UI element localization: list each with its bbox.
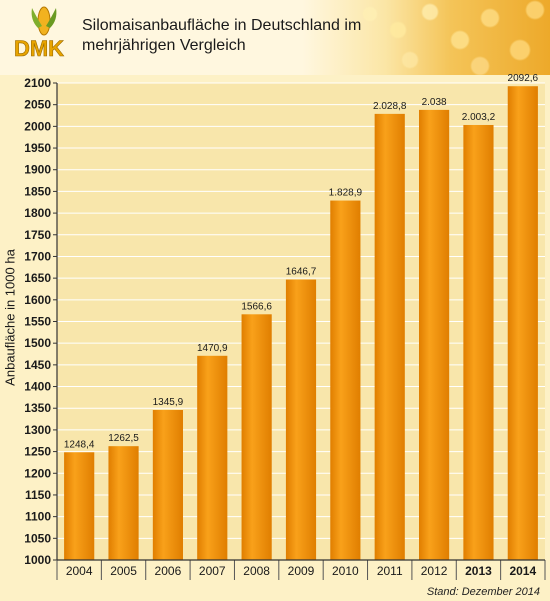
- y-tick-label: 1250: [24, 445, 51, 459]
- y-tick-label: 2100: [24, 76, 51, 90]
- data-label: 1470,9: [197, 343, 228, 354]
- data-label: 2.003,2: [462, 112, 496, 123]
- chart-title: Silomaisanbaufläche in Deutschland im me…: [82, 16, 382, 56]
- y-tick-label: 1500: [24, 336, 51, 350]
- data-label: 1248,4: [64, 439, 95, 450]
- x-tick-label: 2005: [110, 564, 137, 578]
- x-tick-label: 2010: [332, 564, 359, 578]
- data-label: 1646,7: [286, 267, 317, 278]
- bar: [463, 124, 494, 560]
- y-tick-label: 1200: [24, 466, 51, 480]
- data-label: 1.828,9: [329, 188, 363, 199]
- x-tick-label: 2013: [465, 564, 492, 578]
- corn-cob-icon: [31, 6, 57, 36]
- y-tick-label: 1050: [24, 531, 51, 545]
- bar: [197, 355, 228, 560]
- data-label: 2.028,8: [373, 101, 407, 112]
- y-tick-label: 1600: [24, 293, 51, 307]
- corn-kernels-image: [350, 0, 550, 75]
- data-label: 1345,9: [153, 397, 184, 408]
- x-tick-label: 2004: [66, 564, 93, 578]
- y-tick-label: 1300: [24, 423, 51, 437]
- x-tick-label: 2006: [155, 564, 182, 578]
- y-tick-label: 1450: [24, 358, 51, 372]
- data-label: 1262,5: [108, 433, 139, 444]
- y-tick-label: 1900: [24, 163, 51, 177]
- y-tick-label: 1000: [24, 553, 51, 567]
- header-background: [0, 0, 550, 75]
- y-tick-label: 1700: [24, 249, 51, 263]
- x-tick-label: 2014: [509, 564, 536, 578]
- y-tick-label: 1850: [24, 184, 51, 198]
- x-tick-label: 2009: [288, 564, 315, 578]
- data-label: 2.038: [422, 97, 447, 108]
- bar: [419, 109, 450, 561]
- y-tick-label: 2050: [24, 98, 51, 112]
- bar: [285, 279, 317, 560]
- y-tick-label: 1100: [25, 510, 51, 524]
- y-tick-label: 1650: [24, 271, 51, 285]
- stand-note: Stand: Dezember 2014: [426, 586, 540, 598]
- x-tick-label: 2011: [377, 564, 403, 578]
- y-tick-label: 2000: [24, 119, 51, 133]
- y-tick-label: 1550: [24, 315, 51, 329]
- y-tick-label: 1350: [24, 401, 51, 415]
- y-tick-label: 1400: [24, 380, 51, 394]
- y-tick-label: 1750: [24, 228, 51, 242]
- bar: [152, 410, 183, 560]
- title-line-1: Silomaisanbaufläche in Deutschland im: [82, 17, 362, 34]
- data-label: 2092,6: [508, 73, 539, 84]
- x-tick-label: 2007: [199, 564, 226, 578]
- title-line-2: mehrjährigen Vergleich: [82, 37, 246, 54]
- bar: [241, 314, 272, 560]
- bar: [108, 446, 139, 560]
- x-tick-label: 2008: [243, 564, 270, 578]
- data-label: 1566,6: [241, 301, 272, 312]
- bar: [374, 113, 405, 560]
- bar: [507, 86, 538, 560]
- logo-text: DMK: [14, 36, 64, 60]
- bar: [64, 452, 95, 560]
- y-tick-label: 1950: [24, 141, 51, 155]
- bar: [330, 200, 361, 560]
- y-tick-label: 1800: [24, 206, 51, 220]
- y-tick-label: 1150: [25, 488, 51, 502]
- x-tick-label: 2012: [421, 564, 448, 578]
- dmk-logo: DMK: [14, 6, 64, 60]
